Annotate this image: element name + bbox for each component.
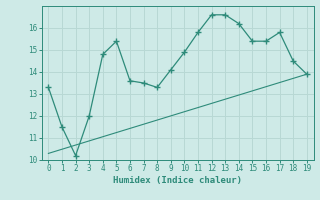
X-axis label: Humidex (Indice chaleur): Humidex (Indice chaleur) [113,176,242,185]
